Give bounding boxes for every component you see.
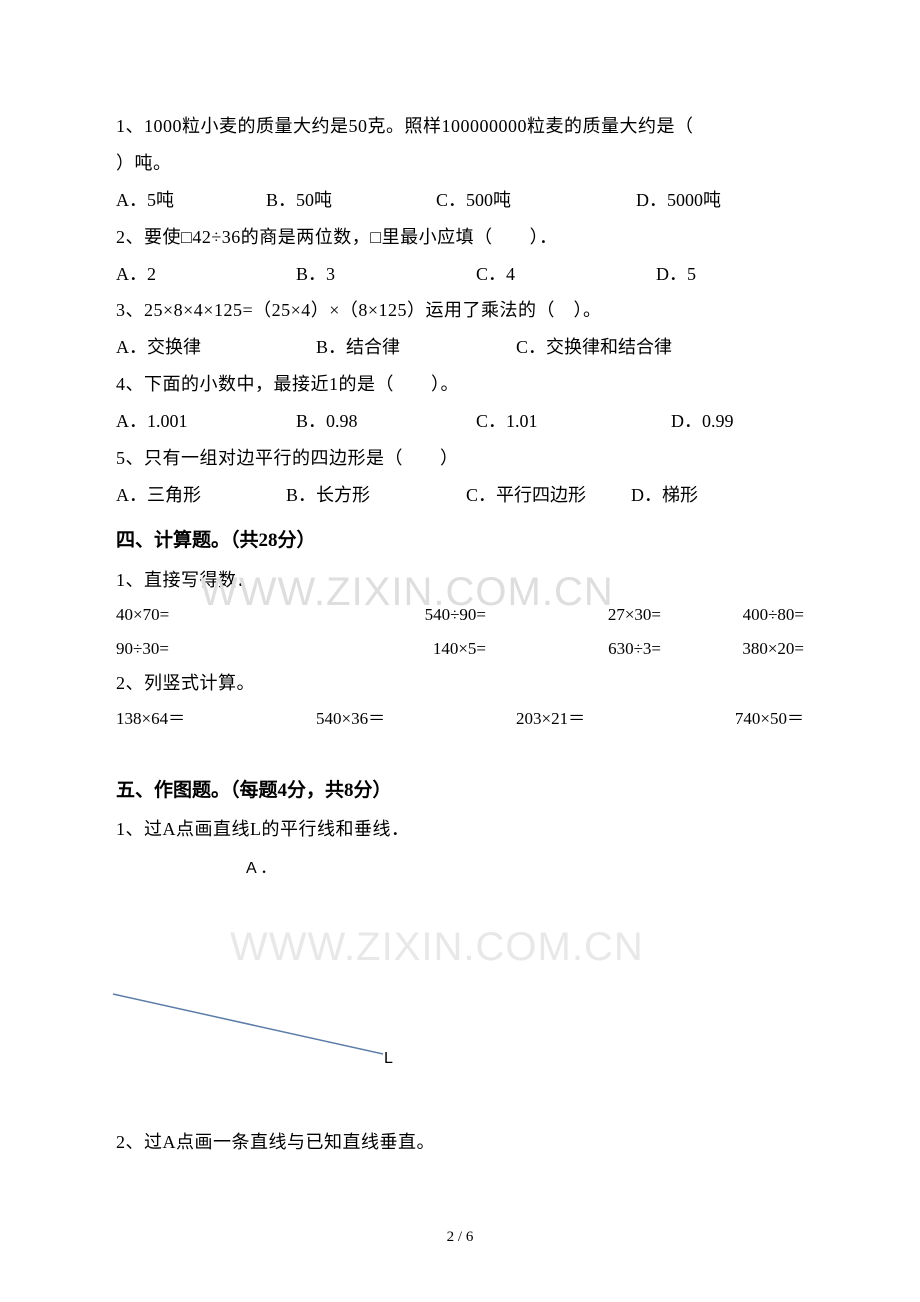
q3-text: 3、25×8×4×125=（25×4）×（8×125）运用了乘法的（ ）。: [116, 292, 804, 329]
section5-sub1: 1、过A点画直线L的平行线和垂线．: [116, 811, 804, 848]
q3-opt-c: C．交换律和结合律: [516, 329, 804, 366]
q2-text: 2、要使□42÷36的商是两位数，□里最小应填（ ）．: [116, 219, 804, 256]
calc-row3: 138×64＝ 540×36＝ 203×21＝ 740×50＝: [116, 702, 804, 736]
calc-r1-c1: 40×70=: [116, 598, 316, 631]
q5-opt-c: C．平行四边形: [466, 477, 631, 514]
point-a-label: A ．: [246, 854, 276, 878]
q1-line1: 1、1000粒小麦的质量大约是50克。照样100000000粒麦的质量大约是（: [116, 108, 804, 145]
calc-r3-c1: 138×64＝: [116, 702, 316, 736]
q4-options: A．1.001 B．0.98 C．1.01 D．0.99: [116, 403, 804, 440]
q5-opt-b: B．长方形: [286, 477, 466, 514]
section5-heading: 五、作图题。（每题4分，共8分）: [116, 770, 804, 812]
geometry-figure: A ． L: [116, 854, 804, 1069]
q5-text: 5、只有一组对边平行的四边形是（ ）: [116, 440, 804, 477]
q4-opt-d: D．0.99: [671, 403, 804, 440]
calc-row1: 40×70= 540÷90= 27×30= 400÷80=: [116, 598, 804, 631]
q4-opt-b: B．0.98: [296, 403, 476, 440]
section4-heading: 四、计算题。（共28分）: [116, 520, 804, 562]
calc-r3-c4: 740×50＝: [711, 702, 804, 736]
calc-r2-c4: 380×20=: [686, 632, 804, 665]
q2-options: A．2 B．3 C．4 D．5: [116, 256, 804, 293]
q2-opt-b: B．3: [296, 256, 476, 293]
calc-r2-c3: 630÷3=: [516, 632, 686, 665]
q2-opt-d: D．5: [656, 256, 804, 293]
q3-options: A．交换律 B．结合律 C．交换律和结合律: [116, 329, 804, 366]
calc-r1-c3: 27×30=: [516, 598, 686, 631]
calc-r1-c4: 400÷80=: [686, 598, 804, 631]
q3-opt-a: A．交换律: [116, 329, 316, 366]
calc-row2: 90÷30= 140×5= 630÷3= 380×20=: [116, 632, 804, 665]
calc-r3-c3: 203×21＝: [516, 702, 711, 736]
calc-r1-c2: 540÷90=: [316, 598, 516, 631]
q4-opt-c: C．1.01: [476, 403, 671, 440]
q1-opt-b: B．50吨: [266, 182, 436, 219]
line-l-label: L: [384, 1050, 393, 1068]
q1-line2: ）吨。: [116, 145, 804, 182]
section5-sub2: 2、过A点画一条直线与已知直线垂直。: [116, 1124, 804, 1161]
calc-r2-c1: 90÷30=: [116, 632, 316, 665]
section4-sub1: 1、直接写得数．: [116, 562, 804, 599]
line-l-svg: [111, 992, 391, 1062]
q1-opt-d: D．5000吨: [636, 182, 804, 219]
q5-opt-d: D．梯形: [631, 477, 804, 514]
q5-opt-a: A．三角形: [116, 477, 286, 514]
q4-text: 4、下面的小数中，最接近1的是（ ）。: [116, 366, 804, 403]
q1-opt-a: A．5吨: [116, 182, 266, 219]
q2-opt-c: C．4: [476, 256, 656, 293]
calc-r2-c2: 140×5=: [316, 632, 516, 665]
q2-opt-a: A．2: [116, 256, 296, 293]
q1-options: A．5吨 B．50吨 C．500吨 D．5000吨: [116, 182, 804, 219]
q1-opt-c: C．500吨: [436, 182, 636, 219]
calc-r3-c2: 540×36＝: [316, 702, 516, 736]
q4-opt-a: A．1.001: [116, 403, 296, 440]
page-footer: 2 / 6: [0, 1229, 920, 1246]
section4-sub2: 2、列竖式计算。: [116, 665, 804, 702]
q5-options: A．三角形 B．长方形 C．平行四边形 D．梯形: [116, 477, 804, 514]
q3-opt-b: B．结合律: [316, 329, 516, 366]
